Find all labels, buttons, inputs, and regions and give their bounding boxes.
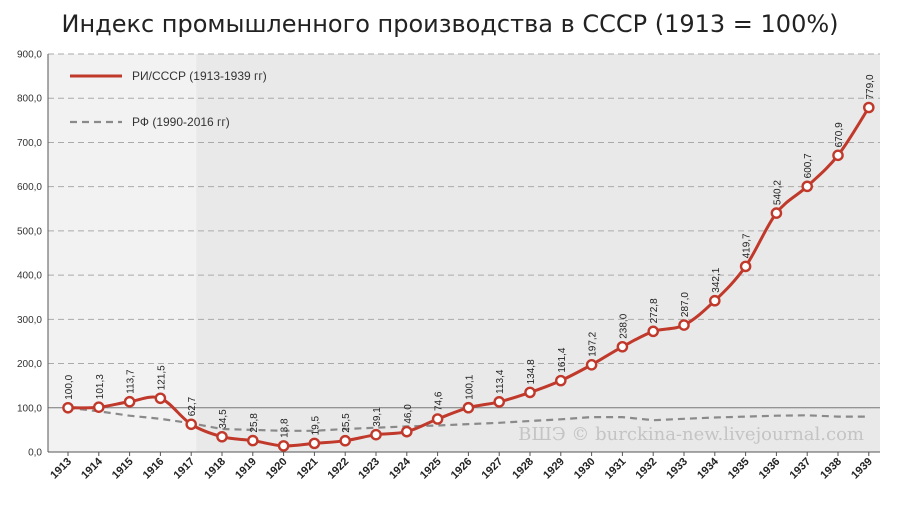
data-point xyxy=(709,294,721,307)
data-label: 74,6 xyxy=(434,391,445,411)
data-point xyxy=(585,358,598,371)
data-point xyxy=(185,418,197,431)
x-tick-label: 1923 xyxy=(356,456,382,482)
data-label: 62,7 xyxy=(187,396,198,416)
data-point xyxy=(555,374,567,387)
data-label: 100,0 xyxy=(64,374,75,399)
data-label: 19,5 xyxy=(310,415,321,435)
x-tick-label: 1917 xyxy=(172,456,198,482)
y-tick-label: 100,0 xyxy=(17,403,42,414)
data-point xyxy=(431,413,444,425)
data-point xyxy=(277,440,290,452)
x-tick-label: 1915 xyxy=(110,456,136,482)
y-tick-label: 200,0 xyxy=(17,359,42,370)
data-point xyxy=(339,434,352,447)
data-point xyxy=(739,260,752,273)
data-label: 287,0 xyxy=(680,292,691,317)
x-tick-label: 1934 xyxy=(695,455,721,481)
x-tick-label: 1916 xyxy=(141,456,167,482)
data-point xyxy=(647,325,660,338)
data-label: 121,5 xyxy=(156,365,167,390)
data-label: 113,7 xyxy=(126,369,137,394)
x-tick-label: 1937 xyxy=(788,456,814,482)
data-point xyxy=(62,401,74,414)
x-tick-label: 1930 xyxy=(572,456,598,482)
plot-area-early-period xyxy=(48,54,197,452)
y-tick-label: 800,0 xyxy=(17,94,42,105)
data-label: 342,1 xyxy=(711,267,722,292)
data-point xyxy=(462,401,475,414)
data-point xyxy=(524,386,536,399)
data-point xyxy=(801,180,814,193)
data-label: 25,8 xyxy=(249,413,260,433)
chart-title: Индекс промышленного производства в СССР… xyxy=(61,10,839,38)
x-tick-label: 1922 xyxy=(326,456,352,482)
series-line-rf xyxy=(67,406,869,432)
data-label: 101,3 xyxy=(95,374,106,399)
x-tick-label: 1938 xyxy=(818,456,844,482)
data-point xyxy=(678,319,690,331)
data-label: 25,5 xyxy=(341,413,352,433)
x-tick-label: 1926 xyxy=(449,456,475,482)
data-label: 113,4 xyxy=(495,369,506,394)
x-tick-label: 1929 xyxy=(541,456,567,482)
data-point xyxy=(400,425,413,438)
data-label: 39,1 xyxy=(372,407,383,427)
x-tick-label: 1920 xyxy=(264,456,290,482)
data-point xyxy=(832,149,844,162)
y-tick-label: 500,0 xyxy=(17,226,42,237)
y-tick-label: 700,0 xyxy=(17,138,42,149)
data-label: 46,0 xyxy=(403,404,414,424)
data-label: 779,0 xyxy=(865,74,876,99)
data-point xyxy=(770,207,783,219)
data-point xyxy=(93,401,105,414)
legend-label-ussr: РИ/СССР (1913-1939 гг) xyxy=(132,69,267,83)
data-point xyxy=(216,430,228,443)
data-label: 100,1 xyxy=(464,374,475,399)
data-point xyxy=(308,437,321,450)
data-label: 540,2 xyxy=(772,180,783,205)
y-tick-label: 0,0 xyxy=(28,448,42,459)
x-tick-label: 1913 xyxy=(48,456,74,482)
data-label: 197,2 xyxy=(588,331,599,356)
x-tick-label: 1928 xyxy=(510,456,536,482)
y-tick-label: 300,0 xyxy=(17,315,42,326)
legend-label-rf: РФ (1990-2016 гг) xyxy=(132,115,230,129)
x-tick-label: 1924 xyxy=(387,455,413,481)
x-tick-label: 1918 xyxy=(202,456,228,482)
data-point xyxy=(154,392,167,405)
x-tick-label: 1927 xyxy=(480,456,506,482)
y-tick-label: 400,0 xyxy=(17,271,42,282)
x-tick-label: 1932 xyxy=(634,456,660,482)
x-tick-label: 1919 xyxy=(233,456,259,482)
x-tick-label: 1933 xyxy=(664,456,690,482)
y-tick-label: 600,0 xyxy=(17,182,42,193)
data-point xyxy=(863,101,875,114)
x-tick-label: 1939 xyxy=(849,456,875,482)
data-point xyxy=(370,428,382,441)
data-label: 419,7 xyxy=(742,233,753,258)
x-tick-label: 1931 xyxy=(603,456,629,482)
data-point xyxy=(493,396,506,408)
x-tick-label: 1921 xyxy=(295,456,321,482)
data-label: 272,8 xyxy=(649,298,660,323)
x-tick-label: 1935 xyxy=(726,456,752,482)
x-tick-label: 1914 xyxy=(79,455,105,481)
watermark: ВШЭ © burckina-new.livejournal.com xyxy=(518,424,864,445)
data-label: 161,4 xyxy=(557,347,568,372)
data-label: 600,7 xyxy=(803,153,814,178)
data-point xyxy=(246,434,259,447)
data-label: 670,9 xyxy=(834,122,845,147)
data-point xyxy=(616,340,629,353)
data-label: 34,5 xyxy=(218,409,229,429)
data-label: 13,8 xyxy=(280,418,291,438)
y-tick-label: 900,0 xyxy=(17,50,42,61)
x-tick-label: 1925 xyxy=(418,456,444,482)
data-point xyxy=(123,395,136,408)
data-label: 238,0 xyxy=(618,313,629,338)
data-label: 134,8 xyxy=(526,359,537,384)
x-tick-label: 1936 xyxy=(757,456,783,482)
